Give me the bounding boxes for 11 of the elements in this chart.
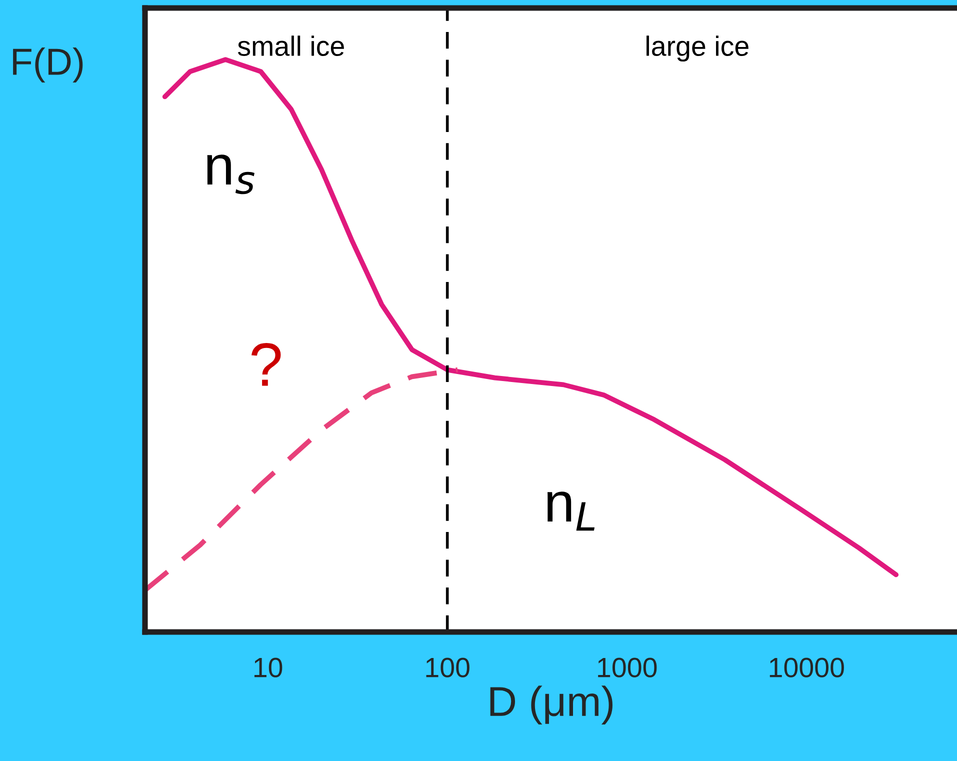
x-tick-label: 10000 (770, 658, 844, 678)
annotation: large ice (646, 36, 748, 62)
x-axis-title: D (μm) (490, 686, 612, 724)
y-axis-title: F(D) (13, 48, 83, 82)
annotation: n$_{s}$ (207, 154, 254, 194)
text: small ice (238, 36, 344, 56)
annotation: n$_{L}$ (547, 492, 595, 531)
x-tick-label: 1000 (598, 658, 657, 678)
annotation: ? (252, 343, 281, 386)
x-tick-label: 10 (254, 658, 282, 678)
x-tick-label: 100 (426, 658, 470, 678)
